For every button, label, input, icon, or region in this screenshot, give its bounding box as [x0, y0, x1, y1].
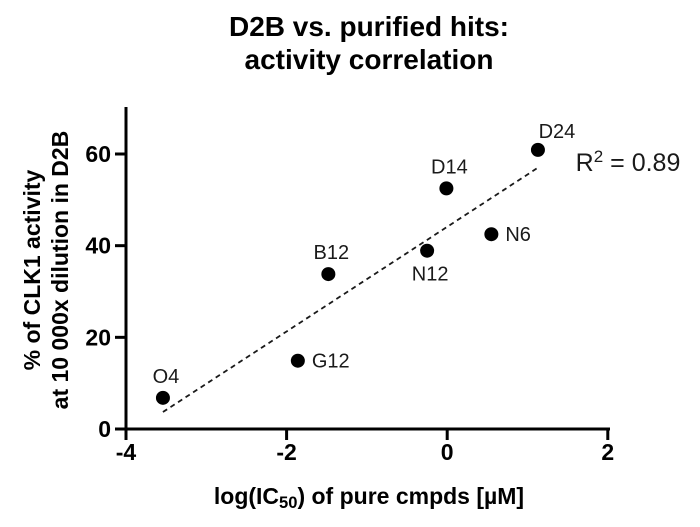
- y-tick-label: 40: [85, 233, 111, 259]
- y-axis-label: % of CLK1 activity at 10 000x dilution i…: [18, 120, 74, 420]
- y-tick-label: 0: [98, 416, 111, 442]
- point-label-b12: B12: [314, 242, 350, 264]
- x-axis-label-subscript: 50: [279, 493, 298, 513]
- point-label-n6: N6: [505, 224, 531, 246]
- y-axis-label-line1: % of CLK1 activity: [19, 169, 45, 371]
- trend-line: [162, 167, 538, 413]
- r-squared-base: R: [576, 149, 594, 177]
- data-point-g12: [290, 353, 305, 368]
- x-axis-label: log(IC50) of pure cmpds [µM]: [126, 483, 612, 513]
- data-point-n12: [420, 243, 435, 258]
- x-tick-label: -4: [116, 439, 137, 465]
- r-squared-annotation: R2 = 0.89: [576, 147, 681, 177]
- y-tick-label: 60: [85, 141, 111, 167]
- point-label-d24: D24: [539, 121, 576, 143]
- point-label-o4: O4: [153, 366, 180, 388]
- y-axis-label-line2: at 10 000x dilution in D2B: [47, 130, 73, 410]
- point-label-n12: N12: [412, 264, 449, 286]
- x-tick-label: -2: [276, 439, 296, 465]
- data-point-n6: [484, 227, 499, 242]
- x-tick-label: 2: [601, 439, 614, 465]
- chart-title-line1: D2B vs. purified hits:: [228, 11, 510, 42]
- x-axis-label-pre: log(IC: [213, 483, 280, 509]
- data-point-b12: [321, 267, 336, 282]
- x-axis-label-post: ) of pure cmpds [µM]: [297, 483, 525, 509]
- x-tick-label: 0: [441, 439, 454, 465]
- chart-title: D2B vs. purified hits: activity correlat…: [126, 10, 612, 76]
- data-point-d14: [439, 181, 454, 196]
- chart-title-line2: activity correlation: [244, 44, 494, 75]
- r-squared-value: = 0.89: [603, 149, 680, 177]
- data-point-d24: [530, 142, 545, 157]
- point-label-d14: D14: [431, 156, 468, 178]
- data-point-o4: [155, 390, 170, 405]
- y-tick-label: 20: [85, 324, 111, 350]
- r-squared-superscript: 2: [594, 147, 603, 166]
- point-label-g12: G12: [312, 351, 350, 373]
